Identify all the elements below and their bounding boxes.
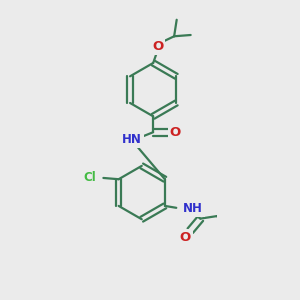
Text: O: O (152, 40, 163, 53)
Text: O: O (180, 231, 191, 244)
Text: O: O (170, 126, 181, 139)
Text: NH: NH (183, 202, 202, 215)
Text: HN: HN (122, 133, 142, 146)
Text: Cl: Cl (83, 172, 96, 184)
